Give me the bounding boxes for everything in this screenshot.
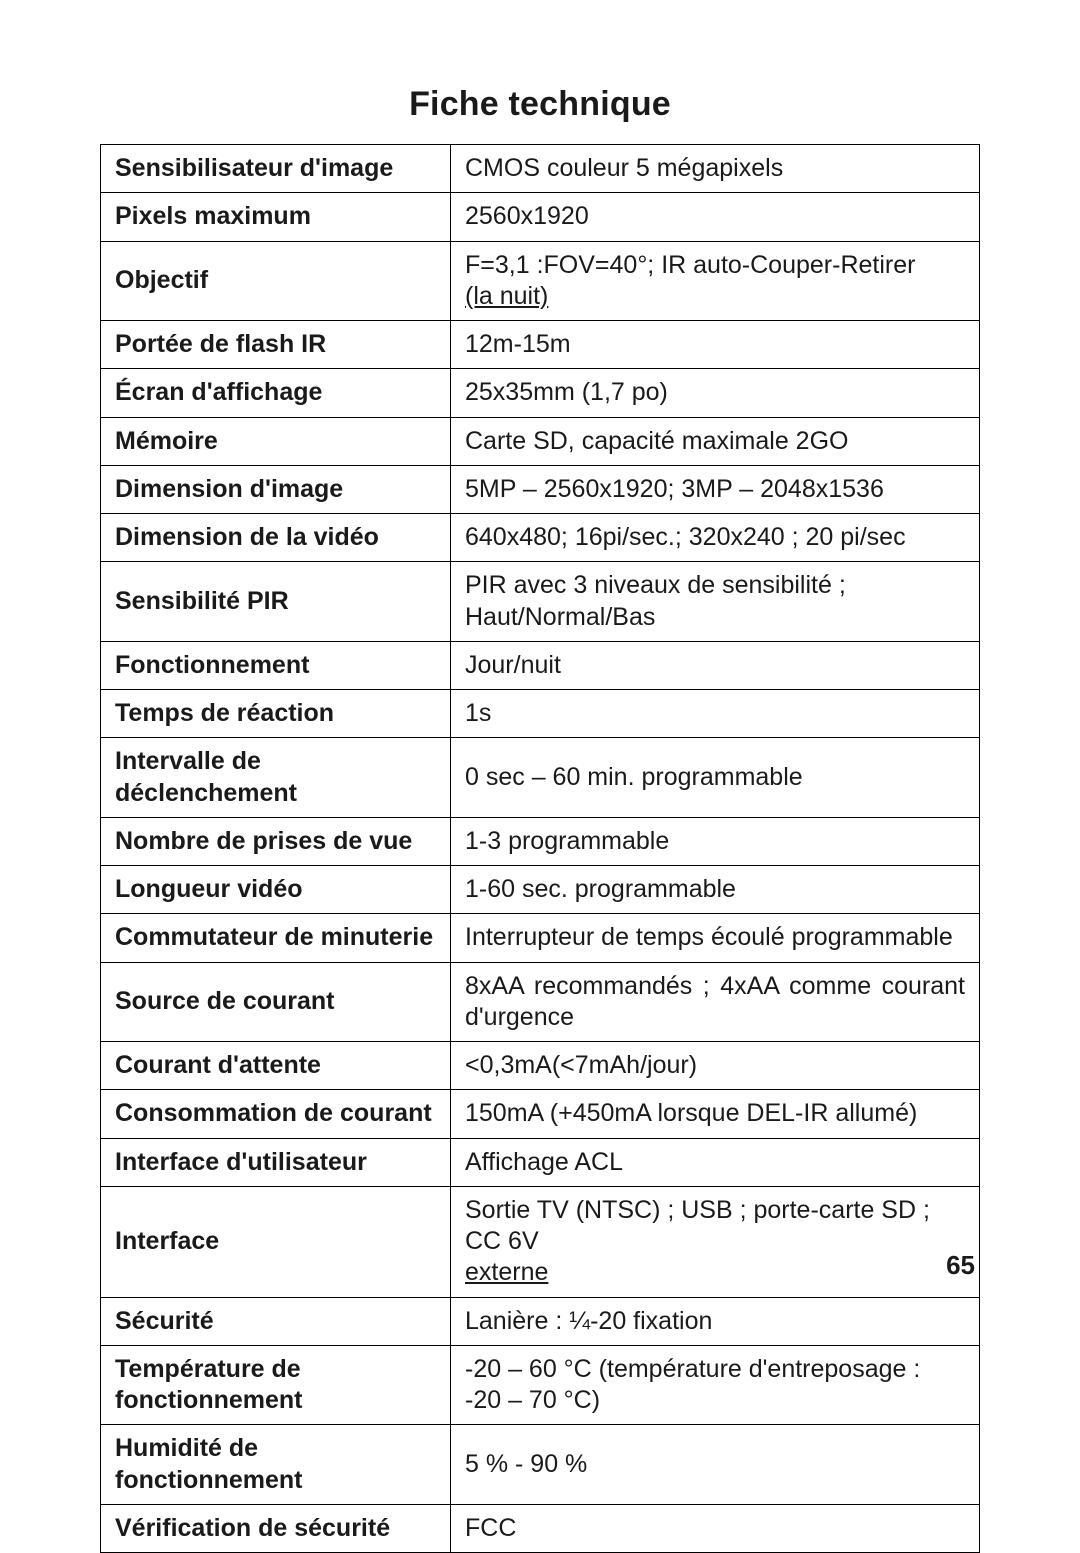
- spec-value-line2: (la nuit): [465, 281, 965, 312]
- spec-label: Écran d'affichage: [101, 369, 451, 417]
- spec-table: Sensibilisateur d'image CMOS couleur 5 m…: [100, 144, 980, 1553]
- spec-value: 25x35mm (1,7 po): [451, 369, 980, 417]
- spec-label: Humidité de fonctionnement: [101, 1425, 451, 1505]
- spec-label: Intervalle de déclenchement: [101, 738, 451, 818]
- spec-value: 1s: [451, 690, 980, 738]
- table-row: Dimension d'image 5MP – 2560x1920; 3MP –…: [101, 465, 980, 513]
- spec-value: 150mA (+450mA lorsque DEL-IR allumé): [451, 1090, 980, 1138]
- spec-value: 8xAA recommandés ; 4xAA comme courant d'…: [451, 962, 980, 1042]
- table-row: Dimension de la vidéo 640x480; 16pi/sec.…: [101, 514, 980, 562]
- spec-label: Pixels maximum: [101, 193, 451, 241]
- spec-value: 5MP – 2560x1920; 3MP – 2048x1536: [451, 465, 980, 513]
- table-row: Courant d'attente <0,3mA(<7mAh/jour): [101, 1042, 980, 1090]
- spec-label: Courant d'attente: [101, 1042, 451, 1090]
- spec-label: Dimension d'image: [101, 465, 451, 513]
- table-row: Mémoire Carte SD, capacité maximale 2GO: [101, 417, 980, 465]
- spec-label: Nombre de prises de vue: [101, 817, 451, 865]
- spec-label: Interface: [101, 1186, 451, 1297]
- spec-value: 0 sec – 60 min. programmable: [451, 738, 980, 818]
- page-title: Fiche technique: [100, 85, 980, 124]
- spec-value: Lanière : ¼-20 fixation: [451, 1297, 980, 1345]
- page-number: 65: [946, 1250, 975, 1281]
- spec-value-line2: externe: [465, 1257, 965, 1288]
- table-row: Nombre de prises de vue 1-3 programmable: [101, 817, 980, 865]
- spec-value: 1-60 sec. programmable: [451, 866, 980, 914]
- spec-value-line1: F=3,1 :FOV=40°; IR auto-Couper-Retirer: [465, 250, 965, 281]
- spec-label: Température de fonctionnement: [101, 1345, 451, 1425]
- spec-value: 1-3 programmable: [451, 817, 980, 865]
- spec-value: Interrupteur de temps écoulé programmabl…: [451, 914, 980, 962]
- table-row: Sensibilité PIR PIR avec 3 niveaux de se…: [101, 562, 980, 642]
- spec-value: PIR avec 3 niveaux de sensibilité ; Haut…: [451, 562, 980, 642]
- spec-value: -20 – 60 °C (température d'entreposage :…: [451, 1345, 980, 1425]
- spec-value: FCC: [451, 1504, 980, 1552]
- spec-value-line2: -20 – 70 °C): [465, 1385, 965, 1416]
- table-row: Fonctionnement Jour/nuit: [101, 641, 980, 689]
- spec-label: Mémoire: [101, 417, 451, 465]
- spec-value-line1: Sortie TV (NTSC) ; USB ; porte-carte SD …: [465, 1195, 965, 1258]
- spec-label: Interface d'utilisateur: [101, 1138, 451, 1186]
- table-row: Humidité de fonctionnement 5 % - 90 %: [101, 1425, 980, 1505]
- spec-value: 12m-15m: [451, 321, 980, 369]
- table-row: Commutateur de minuterie Interrupteur de…: [101, 914, 980, 962]
- table-row: Portée de flash IR 12m-15m: [101, 321, 980, 369]
- page: Fiche technique Sensibilisateur d'image …: [0, 0, 1080, 1481]
- spec-value: 640x480; 16pi/sec.; 320x240 ; 20 pi/sec: [451, 514, 980, 562]
- spec-value: Affichage ACL: [451, 1138, 980, 1186]
- spec-label: Temps de réaction: [101, 690, 451, 738]
- spec-label: Source de courant: [101, 962, 451, 1042]
- table-row: Objectif F=3,1 :FOV=40°; IR auto-Couper-…: [101, 241, 980, 321]
- spec-value: <0,3mA(<7mAh/jour): [451, 1042, 980, 1090]
- table-row: Interface Sortie TV (NTSC) ; USB ; porte…: [101, 1186, 980, 1297]
- spec-value: 5 % - 90 %: [451, 1425, 980, 1505]
- spec-table-body: Sensibilisateur d'image CMOS couleur 5 m…: [101, 145, 980, 1553]
- spec-label: Sensibilité PIR: [101, 562, 451, 642]
- spec-value: 2560x1920: [451, 193, 980, 241]
- spec-label: Sécurité: [101, 1297, 451, 1345]
- spec-value-line2: d'urgence: [465, 1002, 965, 1033]
- table-row: Longueur vidéo 1-60 sec. programmable: [101, 866, 980, 914]
- table-row: Source de courant 8xAA recommandés ; 4xA…: [101, 962, 980, 1042]
- table-row: Température de fonctionnement -20 – 60 °…: [101, 1345, 980, 1425]
- spec-label: Dimension de la vidéo: [101, 514, 451, 562]
- table-row: Consommation de courant 150mA (+450mA lo…: [101, 1090, 980, 1138]
- spec-value-line1: 8xAA recommandés ; 4xAA comme courant: [465, 971, 965, 1002]
- spec-label: Commutateur de minuterie: [101, 914, 451, 962]
- spec-label: Portée de flash IR: [101, 321, 451, 369]
- spec-label: Sensibilisateur d'image: [101, 145, 451, 193]
- spec-value: Sortie TV (NTSC) ; USB ; porte-carte SD …: [451, 1186, 980, 1297]
- spec-label: Objectif: [101, 241, 451, 321]
- spec-label: Fonctionnement: [101, 641, 451, 689]
- table-row: Sensibilisateur d'image CMOS couleur 5 m…: [101, 145, 980, 193]
- spec-value-line1: PIR avec 3 niveaux de sensibilité ;: [465, 570, 965, 601]
- spec-value: F=3,1 :FOV=40°; IR auto-Couper-Retirer (…: [451, 241, 980, 321]
- table-row: Intervalle de déclenchement 0 sec – 60 m…: [101, 738, 980, 818]
- spec-value-line2: Haut/Normal/Bas: [465, 602, 965, 633]
- spec-value: CMOS couleur 5 mégapixels: [451, 145, 980, 193]
- table-row: Écran d'affichage 25x35mm (1,7 po): [101, 369, 980, 417]
- table-row: Pixels maximum 2560x1920: [101, 193, 980, 241]
- spec-value: Carte SD, capacité maximale 2GO: [451, 417, 980, 465]
- table-row: Temps de réaction 1s: [101, 690, 980, 738]
- spec-value: Jour/nuit: [451, 641, 980, 689]
- table-row: Vérification de sécurité FCC: [101, 1504, 980, 1552]
- spec-value-line1: -20 – 60 °C (température d'entreposage :: [465, 1354, 965, 1385]
- spec-label: Consommation de courant: [101, 1090, 451, 1138]
- spec-label: Vérification de sécurité: [101, 1504, 451, 1552]
- table-row: Sécurité Lanière : ¼-20 fixation: [101, 1297, 980, 1345]
- table-row: Interface d'utilisateur Affichage ACL: [101, 1138, 980, 1186]
- spec-label: Longueur vidéo: [101, 866, 451, 914]
